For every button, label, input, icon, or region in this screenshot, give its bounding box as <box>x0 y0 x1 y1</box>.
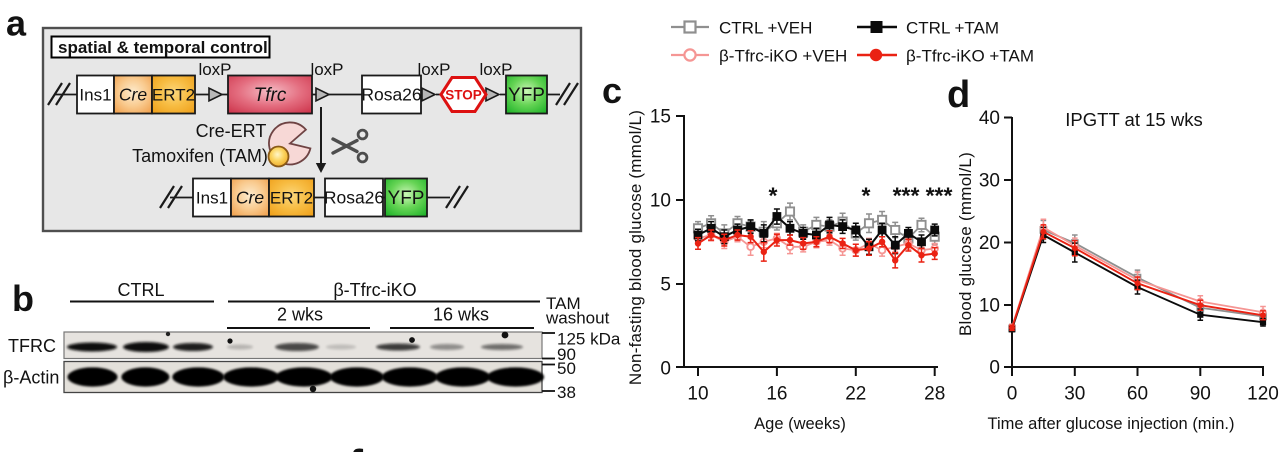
svg-text:Rosa26: Rosa26 <box>361 85 421 105</box>
svg-text:β-Tfrc-iKO: β-Tfrc-iKO <box>333 280 416 300</box>
svg-text:spatial & temporal control: spatial & temporal control <box>58 38 268 57</box>
svg-text:125 kDa: 125 kDa <box>557 330 621 349</box>
svg-text:22: 22 <box>845 384 866 405</box>
svg-text:loxP: loxP <box>479 60 512 79</box>
svg-text:YFP: YFP <box>388 188 425 209</box>
svg-text:loxP: loxP <box>417 60 450 79</box>
svg-text:Cre: Cre <box>236 188 264 208</box>
svg-text:Time after glucose injection (: Time after glucose injection (min.) <box>988 415 1235 433</box>
svg-text:16: 16 <box>766 384 787 405</box>
svg-text:***: *** <box>893 183 920 209</box>
svg-text:Cre-ERT: Cre-ERT <box>196 121 267 141</box>
svg-text:10: 10 <box>687 384 708 405</box>
svg-text:2 wks: 2 wks <box>277 305 323 325</box>
svg-text:Tamoxifen (TAM): Tamoxifen (TAM) <box>132 146 268 166</box>
svg-text:Tfrc: Tfrc <box>254 85 287 106</box>
svg-text:0: 0 <box>989 358 1000 379</box>
svg-text:Cre: Cre <box>119 85 147 105</box>
svg-text:washout: washout <box>545 309 610 328</box>
svg-text:ERT2: ERT2 <box>270 189 313 208</box>
svg-text:Non-fasting blood glucose (mmo: Non-fasting blood glucose (mmol/L) <box>626 110 645 385</box>
svg-text:5: 5 <box>660 275 671 296</box>
svg-text:a: a <box>6 3 27 44</box>
svg-text:c: c <box>602 70 622 111</box>
svg-text:Ins1: Ins1 <box>79 86 111 105</box>
svg-text:STOP: STOP <box>445 88 482 103</box>
svg-text:loxP: loxP <box>198 60 231 79</box>
svg-text:38: 38 <box>557 383 576 402</box>
svg-text:30: 30 <box>979 171 1000 192</box>
svg-text:TFRC: TFRC <box>8 336 56 356</box>
svg-text:Age (weeks): Age (weeks) <box>754 415 846 433</box>
svg-text:β-Tfrc-iKO +VEH: β-Tfrc-iKO +VEH <box>719 47 847 66</box>
svg-text:Rosa26: Rosa26 <box>324 188 384 208</box>
svg-text:CTRL +VEH: CTRL +VEH <box>719 19 812 38</box>
svg-text:10: 10 <box>979 296 1000 317</box>
svg-text:ERT2: ERT2 <box>152 86 195 105</box>
svg-text:120: 120 <box>1247 384 1279 405</box>
svg-text:Ins1: Ins1 <box>196 189 228 208</box>
svg-text:28: 28 <box>924 384 945 405</box>
svg-text:10: 10 <box>650 191 671 212</box>
svg-text:b: b <box>12 278 34 319</box>
svg-text:β-Actin: β-Actin <box>3 368 59 388</box>
svg-text:β-Tfrc-iKO +TAM: β-Tfrc-iKO +TAM <box>906 47 1034 66</box>
svg-text:CTRL: CTRL <box>117 280 164 300</box>
svg-text:0: 0 <box>660 359 671 380</box>
svg-text:TAM: TAM <box>546 294 581 313</box>
svg-text:40: 40 <box>979 108 1000 129</box>
svg-text:30: 30 <box>1064 384 1085 405</box>
svg-text:16 wks: 16 wks <box>433 305 489 325</box>
svg-text:90: 90 <box>1190 384 1211 405</box>
svg-text:YFP: YFP <box>508 85 545 106</box>
svg-text:IPGTT at 15 wks: IPGTT at 15 wks <box>1065 109 1202 130</box>
svg-text:*: * <box>862 183 871 209</box>
svg-text:f: f <box>349 441 364 452</box>
svg-text:0: 0 <box>1007 384 1018 405</box>
svg-text:15: 15 <box>650 107 671 128</box>
svg-text:Blood glucose (mmol/L): Blood glucose (mmol/L) <box>956 152 975 336</box>
svg-text:CTRL +TAM: CTRL +TAM <box>906 19 999 38</box>
svg-text:60: 60 <box>1127 384 1148 405</box>
svg-text:d: d <box>947 74 970 116</box>
svg-text:50: 50 <box>557 359 576 378</box>
svg-text:90: 90 <box>557 345 576 364</box>
svg-text:*: * <box>769 183 778 209</box>
svg-text:20: 20 <box>979 233 1000 254</box>
svg-text:loxP: loxP <box>310 60 343 79</box>
svg-text:***: *** <box>926 183 953 209</box>
